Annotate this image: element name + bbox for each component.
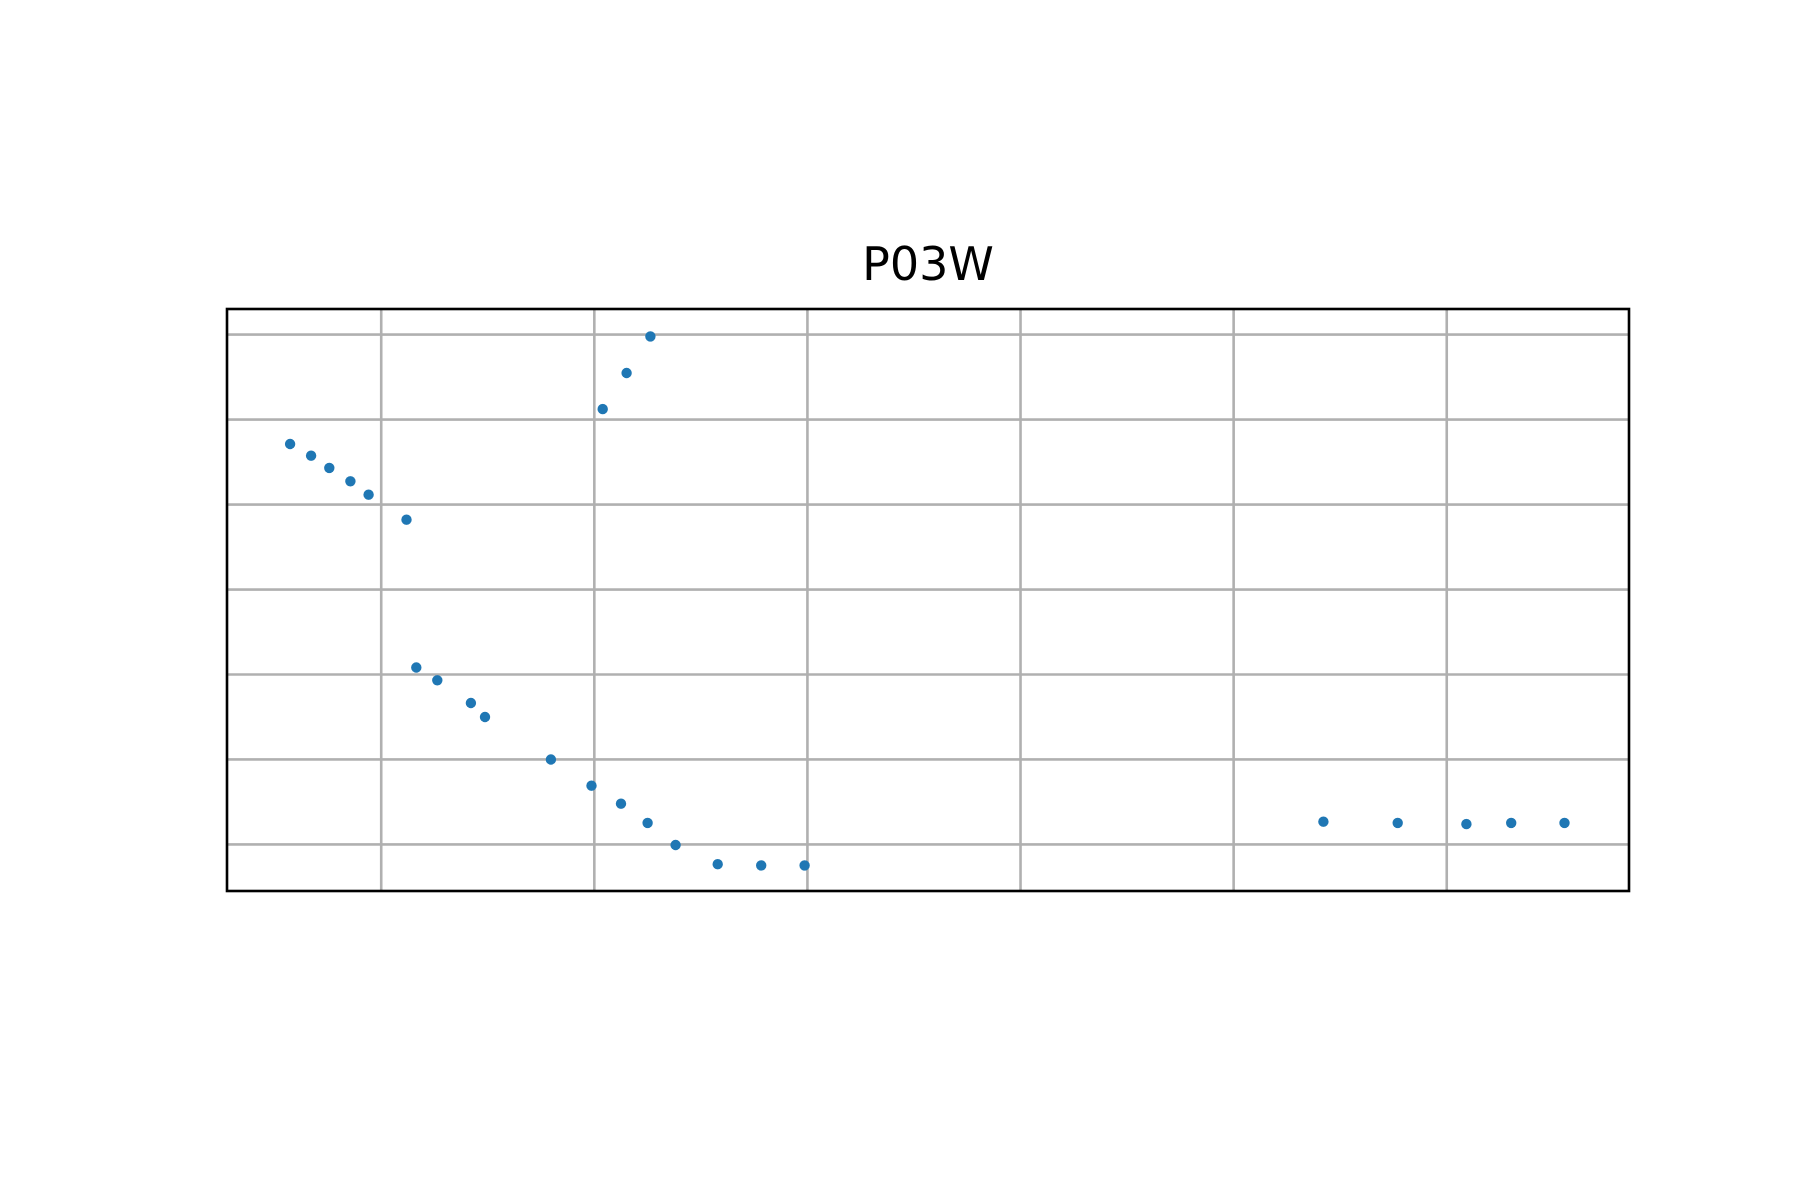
data-point-12 bbox=[586, 780, 597, 791]
data-point-9 bbox=[465, 697, 477, 709]
data-point-17 bbox=[756, 860, 767, 871]
data-point-4 bbox=[345, 476, 356, 487]
data-point-13 bbox=[615, 798, 627, 809]
data-point-8 bbox=[432, 675, 443, 686]
data-point-3 bbox=[324, 462, 335, 474]
data-point-7 bbox=[411, 662, 422, 673]
data-points bbox=[284, 331, 1570, 871]
data-point-23 bbox=[1392, 817, 1403, 829]
data-point-22 bbox=[1318, 816, 1329, 827]
data-point-14 bbox=[642, 817, 653, 829]
data-point-10 bbox=[479, 711, 491, 723]
data-point-15 bbox=[670, 839, 681, 851]
data-point-1 bbox=[284, 438, 296, 450]
data-point-5 bbox=[363, 489, 374, 500]
data-point-26 bbox=[1559, 817, 1570, 829]
data-point-21 bbox=[645, 331, 656, 342]
plot-area-frame bbox=[225, 307, 1631, 893]
grid bbox=[227, 309, 1629, 891]
data-point-24 bbox=[1461, 818, 1472, 830]
data-point-6 bbox=[401, 514, 412, 525]
data-point-2 bbox=[305, 450, 317, 461]
chart-title: P03W bbox=[862, 237, 994, 291]
data-point-20 bbox=[621, 367, 632, 379]
data-point-16 bbox=[712, 859, 723, 870]
data-point-19 bbox=[597, 403, 608, 415]
data-point-25 bbox=[1506, 817, 1517, 829]
data-point-11 bbox=[545, 754, 557, 765]
data-point-18 bbox=[799, 860, 810, 871]
